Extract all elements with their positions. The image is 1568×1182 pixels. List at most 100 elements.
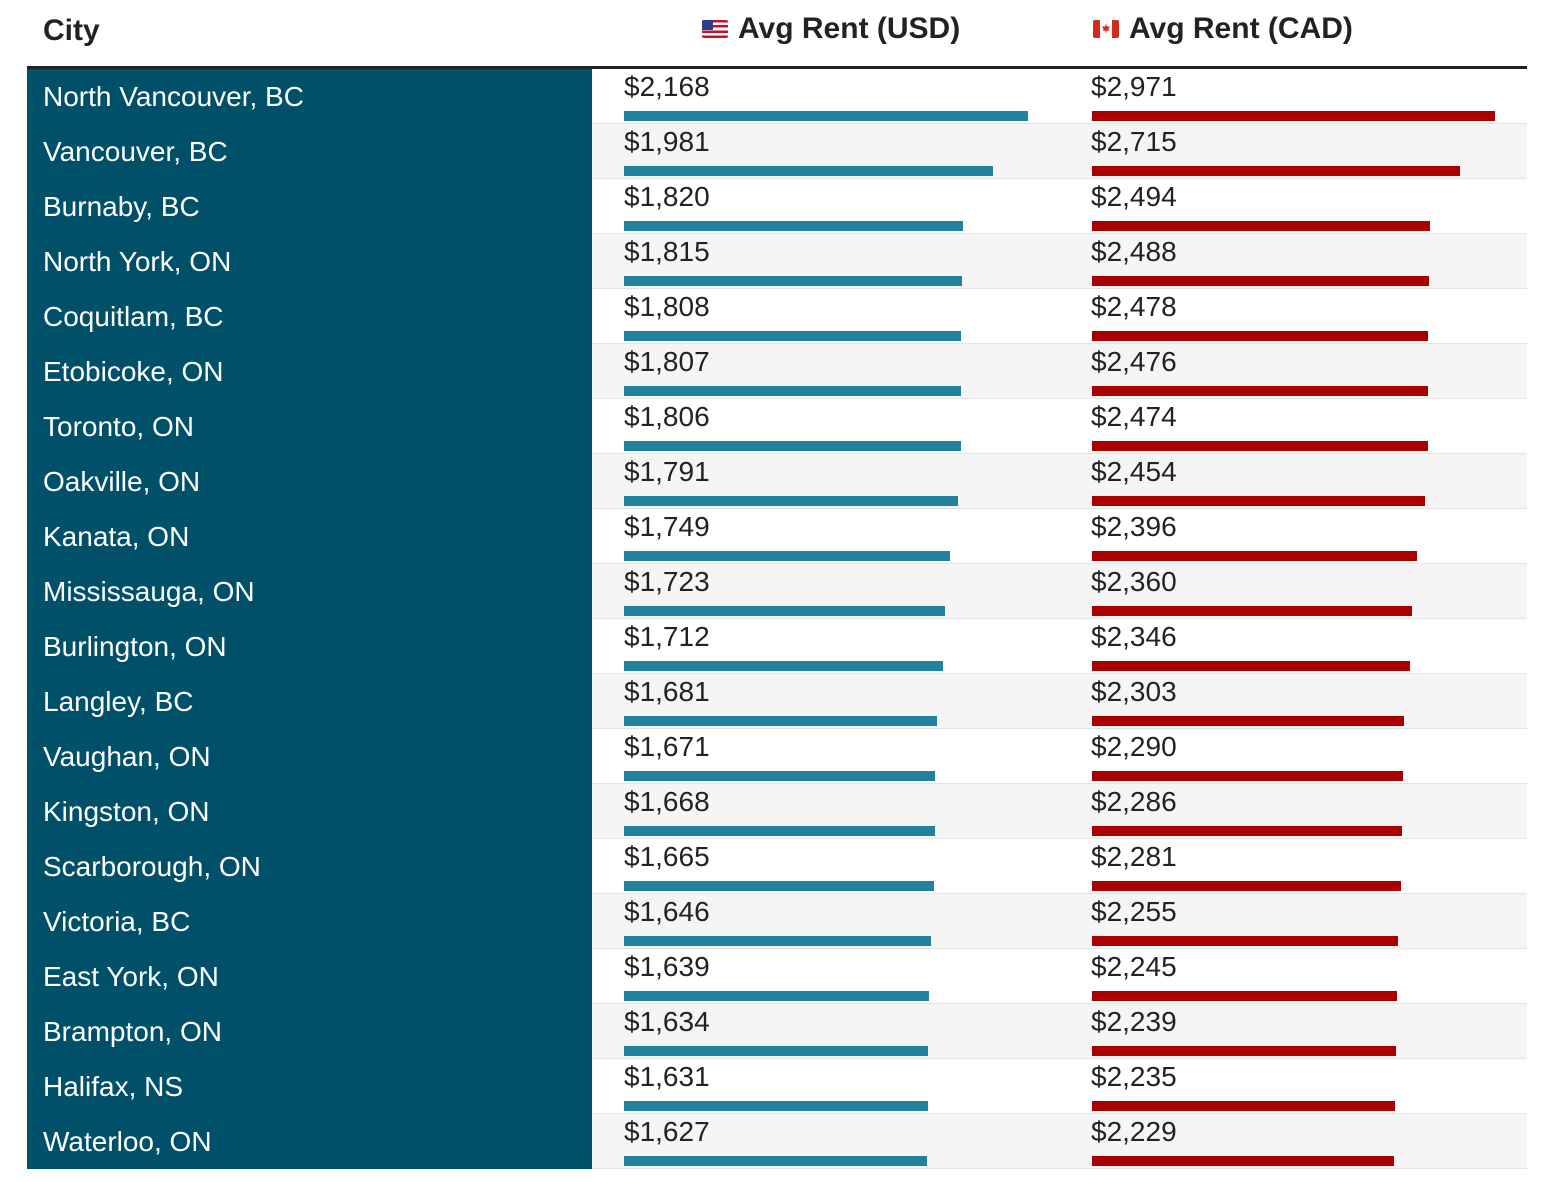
- usd-value-label: $1,820: [624, 181, 710, 212]
- cad-bar: [1092, 936, 1398, 946]
- table-row: Kingston, ON $1,668 $2,286: [27, 784, 1527, 839]
- cad-bar: [1092, 1101, 1395, 1111]
- usd-value-label: $1,665: [624, 841, 710, 872]
- table-row: Langley, BC $1,681 $2,303: [27, 674, 1527, 729]
- city-name: Victoria, BC: [27, 894, 592, 949]
- cad-value-label: $2,290: [1091, 731, 1177, 762]
- usd-bar: [624, 991, 929, 1001]
- table-row: Vancouver, BC $1,981 $2,715: [27, 124, 1527, 179]
- cad-value-label: $2,474: [1091, 401, 1177, 432]
- cad-value-label: $2,476: [1091, 346, 1177, 377]
- cad-bar: [1092, 1046, 1396, 1056]
- usd-bar: [624, 606, 945, 616]
- usd-value-label: $1,791: [624, 456, 710, 487]
- usd-bar: [624, 551, 950, 561]
- usd-bar: [624, 1156, 927, 1166]
- usd-bar: [624, 826, 935, 836]
- usd-value-label: $1,646: [624, 896, 710, 927]
- table-row: North York, ON $1,815 $2,488: [27, 234, 1527, 289]
- cad-bar: [1092, 441, 1428, 451]
- table-row: Burlington, ON $1,712 $2,346: [27, 619, 1527, 674]
- table-row: Halifax, NS $1,631 $2,235: [27, 1059, 1527, 1114]
- city-name: North York, ON: [27, 234, 592, 289]
- canada-flag-icon: [1093, 20, 1119, 38]
- usd-bar: [624, 496, 958, 506]
- usd-bar: [624, 1101, 928, 1111]
- cad-value-label: $2,281: [1091, 841, 1177, 872]
- city-name: Brampton, ON: [27, 1004, 592, 1059]
- cad-bar: [1092, 386, 1428, 396]
- usd-value-label: $1,712: [624, 621, 710, 652]
- usd-value-label: $1,634: [624, 1006, 710, 1037]
- cad-value-label: $2,303: [1091, 676, 1177, 707]
- table-row: Etobicoke, ON $1,807 $2,476: [27, 344, 1527, 399]
- table-row: Mississauga, ON $1,723 $2,360: [27, 564, 1527, 619]
- city-name: Burlington, ON: [27, 619, 592, 674]
- usd-bar: [624, 166, 993, 176]
- usd-bar: [624, 111, 1028, 121]
- usd-value-label: $1,723: [624, 566, 710, 597]
- cad-value-label: $2,286: [1091, 786, 1177, 817]
- usd-bar: [624, 716, 937, 726]
- table-row: Waterloo, ON $1,627 $2,229: [27, 1114, 1527, 1169]
- usd-value-label: $1,808: [624, 291, 710, 322]
- usd-value-label: $1,981: [624, 126, 710, 157]
- usd-value-label: $2,168: [624, 71, 710, 102]
- usd-value-label: $1,668: [624, 786, 710, 817]
- city-name: Toronto, ON: [27, 399, 592, 454]
- city-name: Vancouver, BC: [27, 124, 592, 179]
- usd-bar: [624, 441, 961, 451]
- column-header-city: City: [43, 14, 100, 47]
- usd-value-label: $1,639: [624, 951, 710, 982]
- table-row: Scarborough, ON $1,665 $2,281: [27, 839, 1527, 894]
- usd-value-label: $1,806: [624, 401, 710, 432]
- usd-value-label: $1,681: [624, 676, 710, 707]
- city-name: Scarborough, ON: [27, 839, 592, 894]
- city-name: Waterloo, ON: [27, 1114, 592, 1169]
- table-row: Oakville, ON $1,791 $2,454: [27, 454, 1527, 509]
- cad-bar: [1092, 551, 1417, 561]
- usd-value-label: $1,749: [624, 511, 710, 542]
- city-name: East York, ON: [27, 949, 592, 1004]
- column-header-usd: Avg Rent (USD): [702, 12, 960, 46]
- table-row: Vaughan, ON $1,671 $2,290: [27, 729, 1527, 784]
- usd-bar: [624, 881, 934, 891]
- table-row: East York, ON $1,639 $2,245: [27, 949, 1527, 1004]
- cad-bar: [1092, 496, 1425, 506]
- city-name: Kingston, ON: [27, 784, 592, 839]
- us-flag-icon: [702, 20, 728, 38]
- cad-value-label: $2,235: [1091, 1061, 1177, 1092]
- city-name: Coquitlam, BC: [27, 289, 592, 344]
- usd-value-label: $1,627: [624, 1116, 710, 1147]
- cad-bar: [1092, 826, 1402, 836]
- cad-value-label: $2,360: [1091, 566, 1177, 597]
- usd-value-label: $1,671: [624, 731, 710, 762]
- cad-bar: [1092, 606, 1412, 616]
- column-header-cad-label: Avg Rent (CAD): [1129, 12, 1353, 45]
- cad-value-label: $2,245: [1091, 951, 1177, 982]
- cad-bar: [1092, 276, 1429, 286]
- column-header-cad: Avg Rent (CAD): [1093, 12, 1353, 46]
- usd-bar: [624, 661, 943, 671]
- cad-value-label: $2,229: [1091, 1116, 1177, 1147]
- usd-bar: [624, 936, 931, 946]
- column-header-usd-label: Avg Rent (USD): [738, 12, 961, 45]
- cad-bar: [1092, 771, 1403, 781]
- usd-value-label: $1,815: [624, 236, 710, 267]
- cad-value-label: $2,396: [1091, 511, 1177, 542]
- rent-table-body: North Vancouver, BC $2,168 $2,971 Vancouver…: [27, 69, 1527, 1169]
- cad-bar: [1092, 111, 1495, 121]
- usd-value-label: $1,807: [624, 346, 710, 377]
- city-name: Etobicoke, ON: [27, 344, 592, 399]
- cad-value-label: $2,715: [1091, 126, 1177, 157]
- table-row: Kanata, ON $1,749 $2,396: [27, 509, 1527, 564]
- usd-bar: [624, 276, 962, 286]
- table-header: City Avg Rent (USD) Avg Rent (CAD): [27, 0, 1527, 66]
- city-name: Kanata, ON: [27, 509, 592, 564]
- table-row: Coquitlam, BC $1,808 $2,478: [27, 289, 1527, 344]
- usd-value-label: $1,631: [624, 1061, 710, 1092]
- usd-bar: [624, 221, 963, 231]
- table-row: North Vancouver, BC $2,168 $2,971: [27, 69, 1527, 124]
- city-name: Vaughan, ON: [27, 729, 592, 784]
- header-divider: [27, 66, 1527, 69]
